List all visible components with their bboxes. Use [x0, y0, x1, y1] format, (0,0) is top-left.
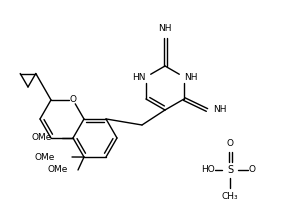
Text: HO: HO — [201, 166, 215, 175]
Text: OMe: OMe — [35, 152, 55, 162]
Text: S: S — [227, 165, 233, 175]
Text: HN: HN — [132, 72, 146, 82]
Text: OMe: OMe — [48, 166, 68, 175]
Text: NH: NH — [213, 105, 226, 114]
Text: NH: NH — [158, 24, 172, 33]
Text: NH: NH — [184, 72, 198, 82]
Text: CH₃: CH₃ — [222, 192, 238, 201]
Text: O: O — [226, 139, 234, 148]
Text: O: O — [69, 95, 77, 105]
Text: O: O — [249, 166, 255, 175]
Text: OMe: OMe — [32, 133, 52, 143]
